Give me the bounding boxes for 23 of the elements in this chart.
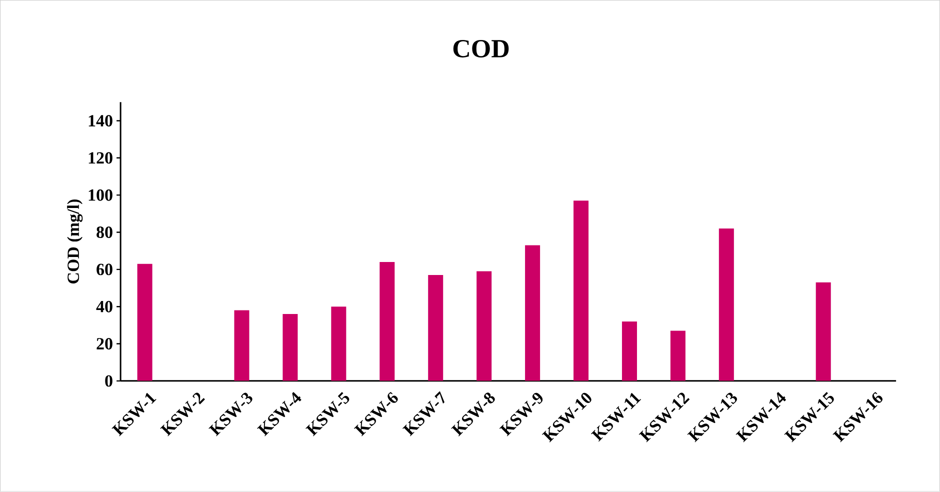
bar (525, 245, 540, 382)
bar (574, 200, 589, 382)
y-tick-label: 60 (96, 264, 112, 276)
bar (718, 228, 734, 382)
y-tick-label: 0 (105, 375, 112, 387)
y-axis-title: COD (mg/l) (67, 200, 83, 284)
y-tick-label: 120 (88, 152, 112, 164)
bar (622, 322, 637, 382)
y-tick-label: 40 (96, 300, 112, 312)
bar (331, 306, 346, 382)
bar (380, 262, 395, 382)
y-tick-label: 80 (96, 226, 112, 238)
bar (476, 271, 492, 382)
bar (137, 264, 152, 382)
chart-title: COD (453, 40, 509, 58)
bar (428, 275, 444, 382)
y-tick-label: 20 (96, 338, 112, 350)
bar (234, 310, 250, 382)
bar (282, 314, 298, 382)
bar (816, 282, 831, 382)
y-tick-label: 140 (88, 115, 112, 127)
bar (670, 330, 686, 382)
y-tick-label: 100 (88, 189, 112, 201)
